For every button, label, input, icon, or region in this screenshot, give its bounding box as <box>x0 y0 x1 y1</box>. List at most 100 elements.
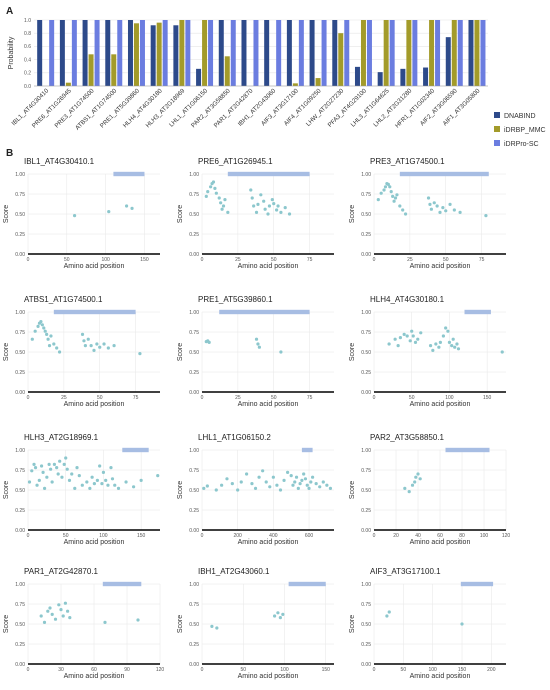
bar-idrbp_mmc <box>65 82 71 86</box>
data-point <box>298 482 302 486</box>
data-point <box>446 329 450 333</box>
bar-dnabind <box>241 20 247 86</box>
data-point <box>385 614 389 618</box>
category-label: PRE6_AT1G26945 <box>31 87 73 129</box>
data-point <box>210 624 214 629</box>
data-point <box>204 194 208 198</box>
x-tick-label: 120 <box>502 533 511 539</box>
region-bar <box>102 581 142 587</box>
legend-label: DNABIND <box>504 113 536 120</box>
data-point <box>207 340 211 344</box>
bar-dnabind <box>196 68 202 86</box>
data-point <box>314 482 318 486</box>
bar-dnabind <box>377 72 383 86</box>
bar-idrpro-sc <box>298 20 304 86</box>
data-point <box>58 459 62 463</box>
data-point <box>106 483 110 487</box>
bar-dnabind <box>59 20 65 86</box>
bar-idrbp_mmc <box>156 22 162 86</box>
data-point <box>53 617 58 621</box>
data-point <box>376 198 380 202</box>
data-point <box>293 480 297 484</box>
data-point <box>33 466 38 470</box>
data-point <box>279 210 283 214</box>
y-tick-label: 0.75 <box>361 468 371 474</box>
data-point <box>275 208 279 212</box>
bar-dnabind <box>218 20 224 86</box>
category-label: PRE1_AT5G39860 <box>99 87 141 129</box>
bar-idrbp_mmc <box>202 20 208 86</box>
data-point <box>398 336 402 340</box>
data-point <box>484 214 488 218</box>
x-tick-label: 90 <box>124 667 130 673</box>
category-label: LHL2_AT2G31280 <box>372 87 414 129</box>
x-tick-label: 50 <box>409 395 415 401</box>
data-point <box>275 483 279 487</box>
y-tick-label: 1.00 <box>15 172 25 178</box>
bar-idrbp_mmc <box>292 83 298 86</box>
y-tick-label: 0.75 <box>15 330 25 336</box>
data-point <box>291 483 295 487</box>
data-point <box>90 475 94 479</box>
data-point <box>225 477 229 481</box>
data-point <box>48 606 52 610</box>
bar-dnabind <box>354 66 360 86</box>
x-tick-label: 25 <box>235 395 241 401</box>
data-point <box>236 488 240 492</box>
y-tick-label: 0.50 <box>15 622 25 628</box>
data-point <box>226 210 230 214</box>
x-tick-label: 75 <box>307 257 313 263</box>
data-point <box>438 340 442 344</box>
panel-label-b: B <box>6 148 13 159</box>
bar-idrpro-sc <box>139 20 145 86</box>
y-tick-label: 0.25 <box>15 508 25 514</box>
bar-dnabind <box>37 20 43 86</box>
subplot-title: PRE3_AT1G74500.1 <box>370 157 445 166</box>
bar-dnabind <box>423 67 429 86</box>
region-bar <box>399 171 489 177</box>
data-point <box>138 352 142 356</box>
x-tick-label: 50 <box>271 257 277 263</box>
data-point <box>460 622 464 626</box>
data-point <box>46 609 50 613</box>
data-point <box>139 478 143 482</box>
data-point <box>30 469 34 473</box>
x-tick-label: 50 <box>97 395 103 401</box>
bar-idrpro-sc <box>389 20 395 86</box>
data-point <box>35 483 39 487</box>
data-point <box>403 212 408 216</box>
y-tick-label: 0.4 <box>24 57 31 63</box>
data-point <box>42 326 46 330</box>
data-point <box>282 478 286 482</box>
data-point <box>80 483 84 487</box>
data-point <box>55 466 59 470</box>
data-point <box>278 616 282 620</box>
y-tick-label: 1.00 <box>189 448 199 454</box>
data-point <box>318 485 322 489</box>
data-point <box>273 614 277 618</box>
data-point <box>98 464 102 468</box>
bar-dnabind <box>445 37 451 86</box>
y-axis-title: Score <box>177 205 184 223</box>
data-point <box>444 326 448 330</box>
x-axis-title: Amino acid position <box>238 673 299 680</box>
data-point <box>441 206 445 210</box>
data-point <box>414 475 418 479</box>
data-point <box>214 191 218 195</box>
data-point <box>103 620 107 625</box>
y-tick-label: 0.00 <box>189 390 199 396</box>
data-point <box>267 204 272 208</box>
data-point <box>429 207 433 211</box>
data-point <box>252 204 256 208</box>
data-point <box>309 480 313 484</box>
category-label: HFR1_AT1G02340 <box>394 87 436 129</box>
subplot-title: LHL1_AT1G06150.2 <box>198 433 271 442</box>
x-tick-label: 50 <box>64 257 70 263</box>
data-point <box>296 486 300 490</box>
scatter-subplot: AIF3_AT3G17100.1 0.00 0.25 0.50 0.75 1.00 0 50 1… <box>349 567 506 680</box>
data-point <box>64 456 68 460</box>
data-point <box>263 207 267 211</box>
y-tick-label: 1.00 <box>189 172 199 178</box>
scatter-subplot: HLH4_AT4G30180.1 0.00 0.25 0.50 0.75 1.00 0 50 1… <box>349 295 506 408</box>
scatter-subplot: PRE1_AT5G39860.1 0.00 0.25 0.50 0.75 1.00 0 25 5… <box>177 295 334 408</box>
